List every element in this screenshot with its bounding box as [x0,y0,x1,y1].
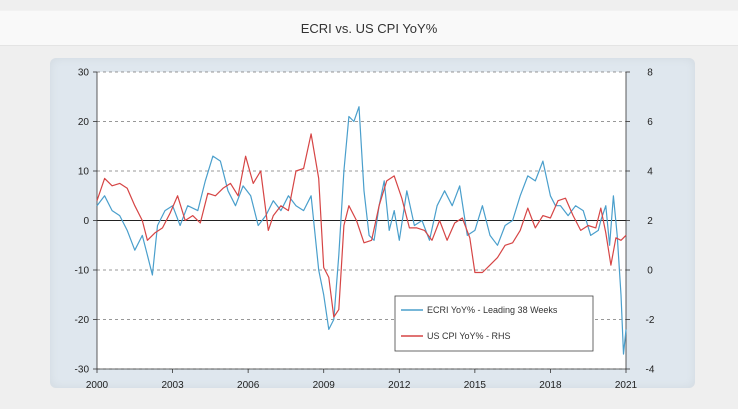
left-tick-label: 0 [83,216,89,227]
x-tick-label: 2015 [464,380,487,391]
x-tick-label: 2018 [539,380,562,391]
right-tick-label: -2 [646,315,655,326]
cpi-series-line [96,133,627,318]
x-tick-label: 2003 [161,380,184,391]
left-tick-label: -30 [75,365,90,376]
chart-title-bar: ECRI vs. US CPI YoY% [0,10,738,46]
x-tick-label: 2012 [388,380,411,391]
left-tick-label: 30 [78,68,90,79]
legend-label: US CPI YoY% - RHS [427,331,511,341]
left-tick-label: 10 [78,167,90,178]
right-tick-label: 6 [647,117,653,128]
x-tick-label: 2021 [615,380,638,391]
right-tick-label: -4 [646,365,655,376]
legend-label: ECRI YoY% - Leading 38 Weeks [427,305,558,315]
left-tick-label: 20 [78,117,90,128]
legend: ECRI YoY% - Leading 38 Weeks US CPI YoY% … [394,295,594,352]
legend-box [394,295,594,352]
series-lines [96,106,627,355]
right-tick-label: 2 [647,216,653,227]
left-tick-label: -10 [75,266,90,277]
right-tick-label: 4 [647,167,653,178]
left-tick-label: -20 [75,315,90,326]
right-tick-label: 0 [647,266,653,277]
x-tick-label: 2000 [86,380,109,391]
x-tick-label: 2006 [237,380,260,391]
x-tick-label: 2009 [313,380,336,391]
right-tick-label: 8 [647,68,653,79]
chart-title: ECRI vs. US CPI YoY% [300,20,438,36]
